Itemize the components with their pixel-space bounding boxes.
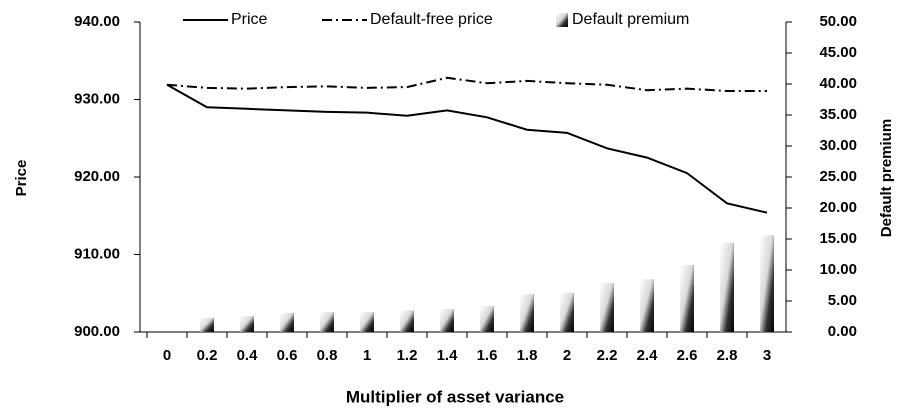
x-tick-label: 2.6 xyxy=(677,347,698,364)
y-tick-label: 910.00 xyxy=(74,245,120,262)
legend-swatch xyxy=(556,13,568,27)
x-tick-label: 0.4 xyxy=(237,347,259,364)
y2-tick-label: 15.00 xyxy=(819,230,857,247)
bar xyxy=(600,283,614,332)
line xyxy=(166,76,767,92)
bar xyxy=(680,265,694,332)
bar xyxy=(760,235,774,332)
y2-tick-label: 40.00 xyxy=(819,75,857,92)
y-tick-label: 930.00 xyxy=(74,90,120,107)
y2-tick-label: 20.00 xyxy=(819,199,857,216)
y2-axis-title: Default premium xyxy=(878,119,895,237)
y2-tick-label: 30.00 xyxy=(819,137,857,154)
y2-tick-label: 5.00 xyxy=(828,292,857,309)
x-tick-label: 2.2 xyxy=(597,347,618,364)
x-tick-label: 2.4 xyxy=(637,347,659,364)
x-tick-label: 2 xyxy=(563,347,571,364)
x-tick-label: 0.2 xyxy=(197,347,218,364)
x-tick-label: 0 xyxy=(163,347,171,364)
bar xyxy=(720,242,734,332)
x-tick-label: 0.8 xyxy=(317,347,338,364)
bar xyxy=(320,312,334,332)
bar xyxy=(400,310,414,332)
y2-tick-label: 50.00 xyxy=(819,13,857,30)
y2-tick-label: 0.00 xyxy=(828,323,857,340)
legend-label: Price xyxy=(231,11,268,28)
x-tick-label: 1.2 xyxy=(397,347,418,364)
bar xyxy=(240,315,254,332)
y-tick-label: 940.00 xyxy=(74,13,120,30)
line xyxy=(166,83,768,214)
x-tick-label: 1.8 xyxy=(517,347,538,364)
x-tick-label: 2.8 xyxy=(717,347,738,364)
bar xyxy=(560,292,574,332)
y2-tick-label: 35.00 xyxy=(819,106,857,123)
bar xyxy=(200,317,214,332)
x-tick-label: 1.6 xyxy=(477,347,498,364)
legend-label: Default-free price xyxy=(370,11,493,28)
y-tick-label: 920.00 xyxy=(74,168,120,185)
bar xyxy=(640,279,654,332)
y-tick-label: 900.00 xyxy=(74,323,120,340)
legend-label: Default premium xyxy=(572,11,689,28)
bar xyxy=(440,309,454,332)
x-tick-label: 0.6 xyxy=(277,347,298,364)
y2-tick-label: 25.00 xyxy=(819,168,857,185)
bar xyxy=(480,305,494,332)
x-tick-label: 1 xyxy=(363,347,371,364)
bar xyxy=(280,312,294,332)
x-tick-label: 1.4 xyxy=(437,347,459,364)
bar xyxy=(520,294,534,332)
x-axis-title: Multiplier of asset variance xyxy=(346,387,564,406)
bar xyxy=(360,312,374,332)
y-axis-title: Price xyxy=(13,160,30,197)
x-tick-label: 3 xyxy=(763,347,771,364)
y2-tick-label: 45.00 xyxy=(819,44,857,61)
y2-tick-label: 10.00 xyxy=(819,261,857,278)
